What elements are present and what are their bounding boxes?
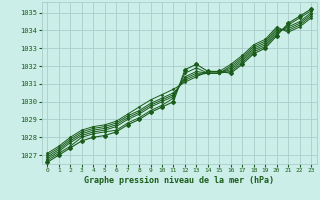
X-axis label: Graphe pression niveau de la mer (hPa): Graphe pression niveau de la mer (hPa) bbox=[84, 176, 274, 185]
